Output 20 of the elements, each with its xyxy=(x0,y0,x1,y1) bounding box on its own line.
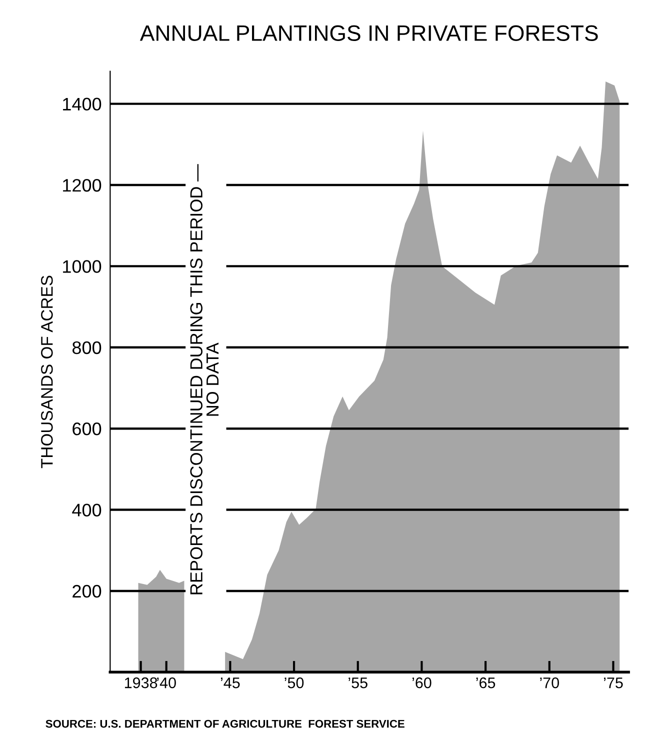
y-tick-label: 400 xyxy=(72,504,102,516)
x-tick-label: ’45 xyxy=(220,678,240,688)
x-tick-label: ’60 xyxy=(412,677,432,688)
y-tick-label: 1200 xyxy=(63,178,102,192)
x-tick-label: 1938 xyxy=(124,677,158,688)
x-tick-label: ’75 xyxy=(604,678,623,688)
chart-title: ANNUAL PLANTINGS IN PRIVATE FORESTS xyxy=(140,25,598,42)
y-tick-label: 600 xyxy=(72,422,102,436)
y-axis-title: THOUSANDS OF ACRES xyxy=(41,276,53,468)
x-tick-label: ’40 xyxy=(157,677,176,688)
source-note: SOURCE: U.S. DEPARTMENT OF AGRICULTURE FOREST SERVICE xyxy=(46,720,404,728)
x-tick-label: ’50 xyxy=(284,677,304,688)
y-tick-label: 1000 xyxy=(63,260,102,273)
y-tick-label: 200 xyxy=(72,584,102,598)
annotation: REPORTS DISCONTINUED DURING THIS PERIOD — NO DATA xyxy=(190,164,219,594)
x-tick-label: ’65 xyxy=(476,677,496,688)
y-tick-label: 800 xyxy=(72,341,102,354)
x-tick-label: ’70 xyxy=(540,677,559,688)
y-tick-label: 1400 xyxy=(63,98,102,111)
x-tick-label: ’55 xyxy=(348,678,368,688)
